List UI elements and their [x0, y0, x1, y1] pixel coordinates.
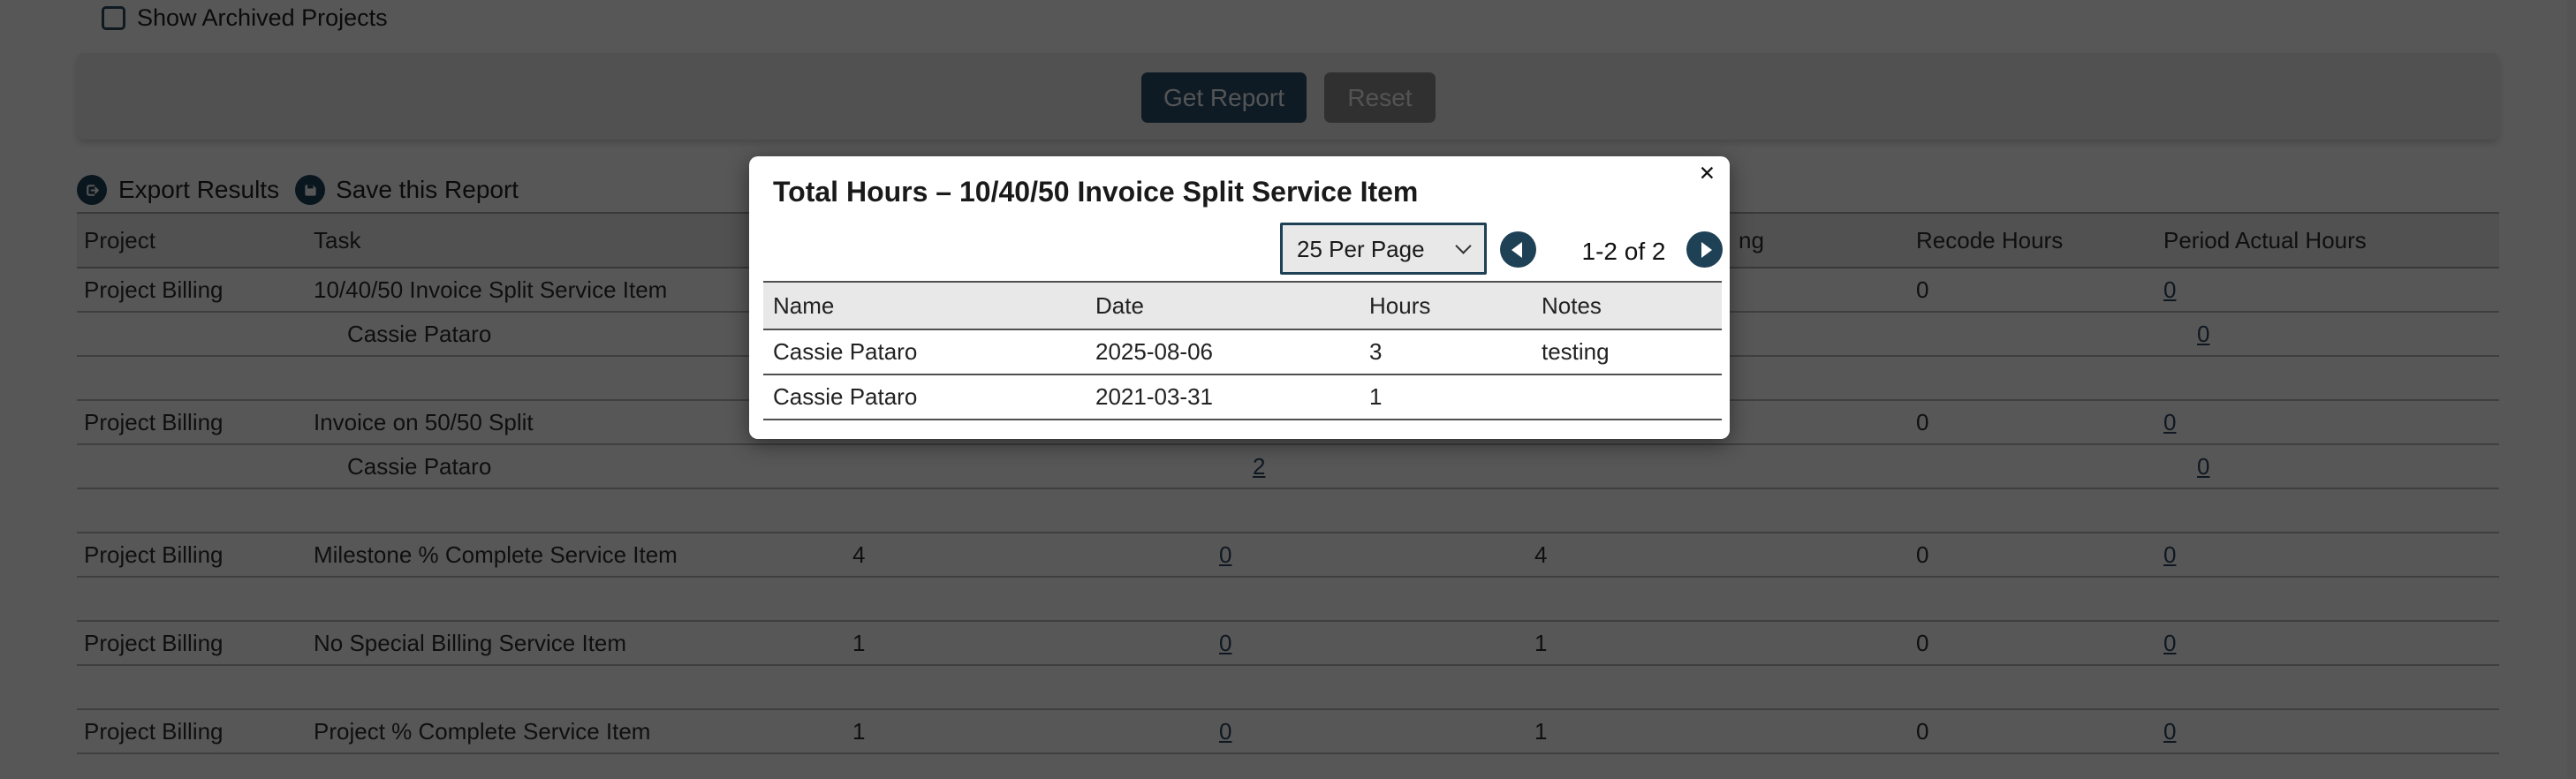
modal-title: Total Hours – 10/40/50 Invoice Split Ser…: [773, 176, 1419, 208]
prev-page-button[interactable]: [1500, 231, 1536, 268]
total-hours-modal: ✕ Total Hours – 10/40/50 Invoice Split S…: [749, 156, 1730, 439]
modal-close-button[interactable]: ✕: [1698, 162, 1716, 185]
pagination-status: 1-2 of 2: [1581, 238, 1666, 265]
chevron-left-icon: [1511, 241, 1522, 258]
modal-hours-table: Name Date Hours Notes Cassie Pataro 2025-08-…: [763, 281, 1722, 420]
table-row: Cassie Pataro 2025-08-06 3 testing: [763, 329, 1722, 374]
modal-table-head-row: Name Date Hours Notes: [763, 282, 1722, 329]
modal-table-body: Cassie Pataro 2025-08-06 3 testing Cassie Pa…: [763, 329, 1722, 420]
table-cell: 2025-08-06: [1095, 338, 1213, 365]
table-row: Cassie Pataro 2021-03-31 1: [763, 374, 1722, 420]
per-page-select[interactable]: 25 Per Page: [1280, 223, 1487, 275]
table-cell: testing: [1542, 338, 1610, 365]
chevron-right-icon: [1701, 241, 1712, 258]
per-page-select-wrap: 25 Per Page: [1280, 223, 1487, 275]
table-cell: Cassie Pataro: [773, 383, 918, 410]
next-page-button[interactable]: [1686, 231, 1723, 268]
table-cell: [1532, 374, 1722, 420]
table-cell: 1: [1369, 383, 1383, 410]
table-cell: Cassie Pataro: [773, 338, 918, 365]
column-header: Hours: [1369, 291, 1431, 319]
table-cell: 2021-03-31: [1095, 383, 1213, 410]
column-header: Notes: [1542, 291, 1602, 319]
table-cell: 3: [1369, 338, 1383, 365]
column-header: Name: [773, 291, 835, 319]
column-header: Date: [1095, 291, 1144, 319]
